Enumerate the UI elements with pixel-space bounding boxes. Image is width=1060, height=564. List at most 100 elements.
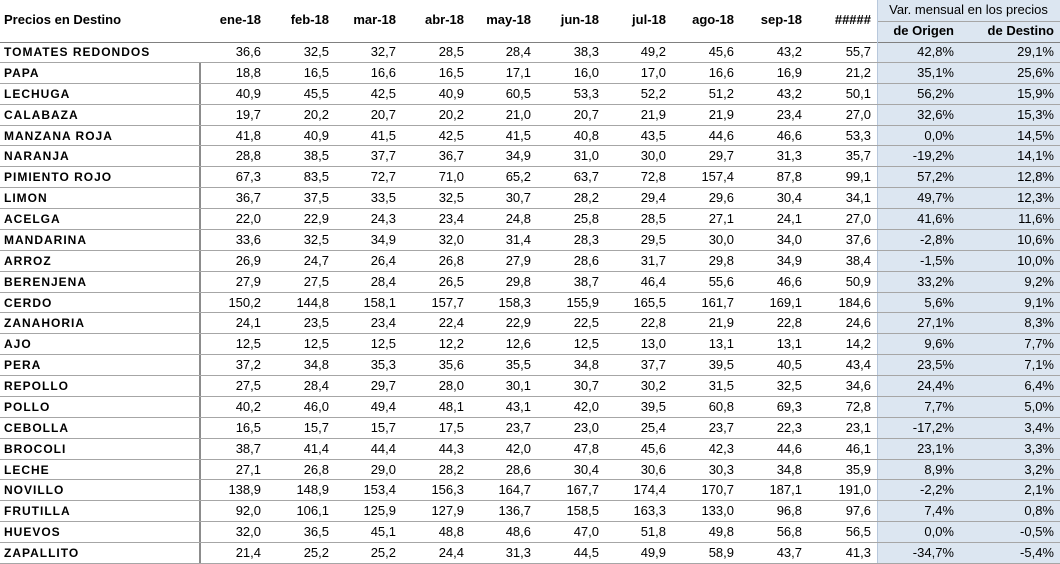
cell: 43,1 [505,398,531,414]
cell: 71,0 [438,169,464,185]
cell: 42,0 [505,440,531,456]
cell: 37,7 [370,148,396,164]
rule [199,543,201,563]
cell: 29,1% [1017,44,1054,59]
cell: -19,2% [912,148,954,164]
cell: 55,6 [708,273,734,289]
cell: 30,7 [505,190,531,206]
cell: 23,0 [573,419,599,435]
cell: -5,4% [1020,545,1054,561]
cell: 49,9 [640,545,666,561]
cell: 33,2% [917,273,954,289]
cell: 35,3 [370,357,396,373]
cell: 24,1 [235,315,261,331]
cell: 44,6 [776,440,802,456]
cell: 57,2% [917,169,954,185]
cell: 56,2% [917,85,954,101]
rule [0,500,1060,502]
cell: 34,8 [776,461,802,477]
cell: 27,5 [303,273,329,289]
rule [199,271,201,292]
cell: 37,6 [845,231,871,247]
cell: 17,5 [438,419,464,435]
cell: 28,2 [438,461,464,477]
cell: 41,5 [370,127,396,143]
header-title: Precios en Destino [4,12,122,27]
cell: 35,1% [917,64,954,80]
sub-header: de Origen [893,23,954,38]
cell: 158,1 [363,294,396,310]
cell: 22,4 [438,315,464,331]
rule [0,82,1060,84]
cell: 48,6 [505,524,531,540]
cell: 28,3 [573,231,599,247]
cell: 30,1 [505,378,531,394]
rule [199,501,201,522]
rule [199,229,201,250]
cell: 29,7 [370,378,396,394]
cell: 29,8 [505,273,531,289]
cell: 22,0 [235,211,261,227]
month-header: ##### [834,12,871,27]
cell: 38,5 [303,148,329,164]
cell: 50,9 [845,273,871,289]
cell: -2,8% [920,231,954,247]
cell: 20,7 [370,106,396,122]
cell: 7,7% [924,398,954,414]
cell: 155,9 [566,294,599,310]
cell: 30,2 [640,378,666,394]
cell: 40,9 [303,127,329,143]
cell: 72,8 [845,398,871,414]
cell: 18,8 [235,64,261,80]
cell: 45,1 [370,524,396,540]
cell: 46,6 [776,273,802,289]
cell: 125,9 [363,503,396,519]
cell: 26,5 [438,273,464,289]
cell: 38,4 [845,252,871,268]
cell: 47,8 [573,440,599,456]
cell: 22,9 [303,211,329,227]
cell: -2,2% [920,482,954,498]
rule [199,104,201,125]
cell: 26,8 [303,461,329,477]
cell: 6,4% [1024,378,1054,394]
cell: 49,8 [708,524,734,540]
cell: 31,5 [708,378,734,394]
row-label: BERENJENA [4,274,88,289]
rule [199,417,201,438]
cell: 10,6% [1017,231,1054,247]
cell: 44,3 [438,440,464,456]
cell: 21,0 [505,106,531,122]
cell: 23,4 [370,315,396,331]
cell: 97,6 [845,503,871,519]
rule [199,83,201,104]
month-header: jun-18 [560,12,599,27]
cell: 63,7 [573,169,599,185]
cell: 7,4% [924,503,954,519]
cell: 12,5 [573,336,599,352]
row-label: LIMON [4,191,48,206]
rule [0,375,1060,377]
cell: 60,5 [505,85,531,101]
row-label: AJO [4,337,32,352]
cell: 184,6 [838,294,871,310]
row-label: NARANJA [4,149,70,164]
cell: 29,0 [370,461,396,477]
cell: 21,9 [708,315,734,331]
cell: 12,8% [1017,169,1054,185]
rule [0,395,1060,397]
cell: 32,5 [438,190,464,206]
row-label: CEBOLLA [4,420,69,435]
cell: 3,3% [1024,440,1054,456]
cell: 96,8 [776,503,802,519]
cell: 12,5 [303,336,329,352]
cell: 49,4 [370,398,396,414]
cell: 72,7 [370,169,396,185]
cell: 27,9 [235,273,261,289]
cell: 33,6 [235,231,261,247]
cell: 27,1 [235,461,261,477]
rule [0,479,1060,481]
cell: 36,6 [235,44,261,59]
cell: 46,1 [845,440,871,456]
cell: 9,6% [924,336,954,352]
